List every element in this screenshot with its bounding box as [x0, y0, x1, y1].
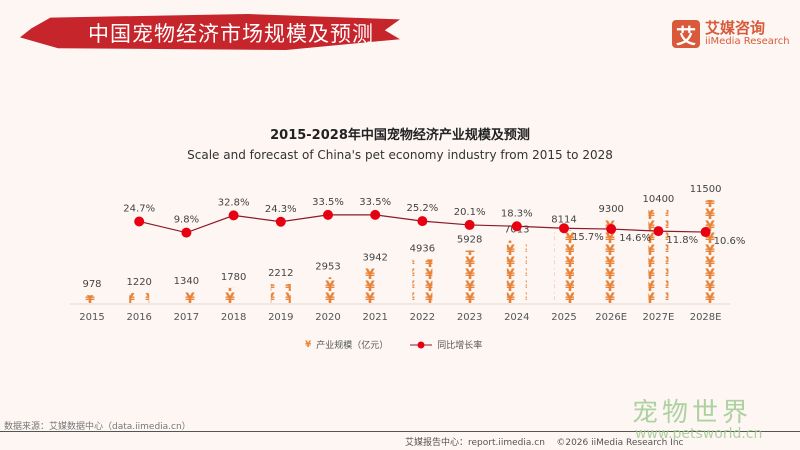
logo-en: iiMedia Research — [705, 36, 790, 47]
legend: ¥ 产业规模（亿元） 同比增长率 — [305, 338, 482, 352]
growth-point-2023 — [464, 219, 475, 230]
x-tick-2022: 2022 — [410, 312, 435, 323]
logo: 艾 艾媒咨询 iiMedia Research — [672, 20, 790, 48]
x-tick-2021: 2021 — [362, 312, 387, 323]
page-title: 中国宠物经济市场规模及预测 — [88, 22, 374, 46]
watermark: 宠物世界 — [632, 398, 753, 428]
bar-2021 — [365, 268, 386, 304]
x-tick-2020: 2020 — [315, 312, 340, 323]
growth-point-2025 — [559, 223, 569, 234]
bar-2027E — [648, 209, 669, 304]
growth-point-2019 — [275, 216, 286, 227]
bar-label-2017: 1340 — [174, 276, 199, 287]
bar-label-2018: 1780 — [221, 272, 246, 283]
x-tick-2023: 2023 — [457, 312, 482, 323]
bar-2015 — [82, 295, 102, 304]
bar-2026E — [601, 219, 622, 304]
footer: 艾媒报告中心：report.iimedia.cn ©2026 iiMedia R… — [405, 435, 683, 448]
x-tick-2019: 2019 — [268, 312, 293, 323]
growth-point-2022 — [417, 216, 428, 227]
x-tick-2028E: 2028E — [690, 312, 722, 323]
bar-2028E — [695, 200, 716, 304]
logo-mark: 艾 — [672, 20, 700, 48]
bar-2023 — [459, 250, 480, 304]
growth-point-2024 — [511, 221, 522, 232]
title-brush — [20, 14, 400, 50]
growth-label-2026E: 14.6% — [619, 233, 651, 244]
x-tick-2025: 2025 — [551, 312, 576, 323]
growth-point-2021 — [370, 209, 381, 220]
bar-label-2019: 2212 — [268, 268, 293, 279]
growth-label-2016: 24.7% — [123, 203, 155, 214]
growth-point-2028E — [700, 227, 711, 238]
growth-point-2026E — [606, 224, 617, 235]
x-tick-2016: 2016 — [126, 312, 151, 323]
bar-2025 — [554, 230, 574, 304]
x-tick-2015: 2015 — [79, 312, 104, 323]
chart-subtitle: Scale and forecast of China's pet econom… — [187, 148, 613, 162]
bar-2019 — [270, 283, 291, 304]
x-tick-2024: 2024 — [504, 312, 529, 323]
growth-label-2019: 24.3% — [265, 204, 297, 215]
bar-2018 — [223, 287, 244, 304]
report-link[interactable]: 艾媒报告中心：report.iimedia.cn — [405, 438, 545, 448]
bar-label-2026E: 9300 — [598, 204, 623, 215]
x-tick-2017: 2017 — [174, 312, 199, 323]
bar-label-2020: 2953 — [315, 261, 340, 272]
bar-label-2027E: 10400 — [642, 194, 674, 205]
growth-label-2020: 33.5% — [312, 197, 344, 208]
yuan-icon: ¥ — [305, 339, 312, 350]
x-tick-2027E: 2027E — [643, 312, 675, 323]
growth-label-2024: 18.3% — [501, 208, 533, 219]
bar-label-2023: 5928 — [457, 234, 482, 245]
chart-title: 2015-2028年中国宠物经济产业规模及预测 — [270, 128, 530, 143]
bar-label-2016: 1220 — [126, 277, 151, 288]
bar-2016 — [129, 292, 150, 304]
bar-label-2022: 4936 — [410, 243, 435, 254]
growth-label-2022: 25.2% — [407, 203, 439, 214]
legend-item-scale[interactable]: ¥ 产业规模（亿元） — [305, 339, 389, 352]
bar-label-2025: 8114 — [551, 215, 576, 226]
watermark-url: www.petsworld.cn — [635, 426, 763, 442]
growth-label-2028E: 10.6% — [714, 236, 746, 247]
legend-item-growth[interactable]: 同比增长率 — [410, 338, 482, 351]
growth-label-2021: 33.5% — [359, 197, 391, 208]
growth-point-2027E — [653, 226, 664, 237]
growth-point-2020 — [323, 209, 333, 220]
bar-label-2021: 3942 — [362, 252, 387, 263]
growth-point-2016 — [134, 216, 145, 227]
bar-label-2028E: 11500 — [690, 184, 722, 195]
x-tick-2026E: 2026E — [595, 312, 627, 323]
growth-label-2017: 9.8% — [174, 215, 199, 226]
bar-2024 — [506, 240, 527, 304]
growth-label-2027E: 11.8% — [666, 235, 698, 246]
bar-2017 — [176, 291, 197, 304]
growth-point-2017 — [181, 227, 192, 238]
bar-label-2015: 978 — [82, 279, 101, 290]
logo-cn: 艾媒咨询 — [705, 19, 766, 37]
copyright: ©2026 iiMedia Research Inc — [556, 438, 684, 448]
data-source: 数据来源：艾媒数据中心（data.iimedia.cn） — [4, 422, 191, 432]
footer-divider — [0, 431, 800, 432]
bar-2022 — [412, 259, 433, 304]
bar-2020 — [318, 277, 338, 304]
growth-label-2023: 20.1% — [454, 207, 486, 218]
x-tick-2018: 2018 — [221, 312, 246, 323]
growth-label-2018: 32.8% — [218, 197, 250, 208]
growth-label-2025: 15.7% — [572, 232, 604, 243]
growth-point-2018 — [228, 210, 239, 221]
line-marker-icon — [410, 341, 433, 348]
